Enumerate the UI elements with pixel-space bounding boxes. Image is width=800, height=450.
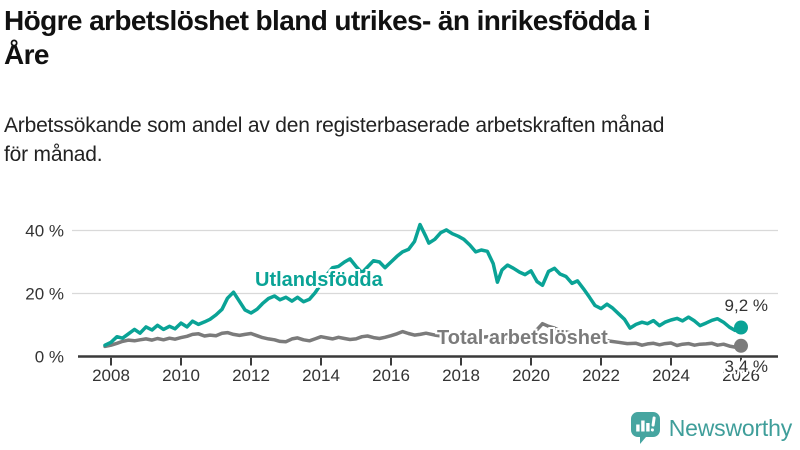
series-line-utlandsfödda xyxy=(103,222,743,347)
y-tick-label-40: 40 % xyxy=(25,222,64,241)
page-title: Högre arbetslöshet bland utrikes- än inr… xyxy=(4,4,786,72)
page-title-line-2: Åre xyxy=(4,39,49,71)
chart-subtitle-line-1: Arbetssökande som andel av den registerb… xyxy=(4,114,665,137)
chart-subtitle: Arbetssökande som andel av den registerb… xyxy=(4,112,786,170)
x-tick-label-2018: 2018 xyxy=(442,366,480,385)
x-tick-label-2026: 2026 xyxy=(722,366,760,385)
chart-subtitle-line-2: för månad. xyxy=(4,142,103,166)
x-tick-label-2012: 2012 xyxy=(232,366,270,385)
x-tick-label-2008: 2008 xyxy=(92,366,130,385)
x-tick-label-2014: 2014 xyxy=(302,366,340,385)
newsworthy-logo: Newsworthy xyxy=(630,411,792,445)
newsworthy-chart-bubble-icon xyxy=(630,412,660,444)
page-title-line-1: Högre arbetslöshet bland utrikes- än inr… xyxy=(4,5,651,36)
series-line-total-arbetslöshet xyxy=(103,321,743,349)
x-tick-label-2022: 2022 xyxy=(582,366,620,385)
x-tick-label-2010: 2010 xyxy=(162,366,200,385)
series-end-dot-total-arbetslöshet xyxy=(734,338,748,353)
x-tick-label-2020: 2020 xyxy=(512,366,550,385)
series-end-dot-utlandsfödda xyxy=(734,320,748,335)
series-label-utlandsfodda: Utlandsfödda xyxy=(255,269,383,291)
end-value-label-total: 3,4 % xyxy=(724,357,768,376)
x-tick-label-2016: 2016 xyxy=(372,366,410,385)
y-tick-label-0: 0 % xyxy=(35,348,64,367)
newsworthy-logo-text: Newsworthy xyxy=(668,414,792,441)
y-tick-label-20: 20 % xyxy=(25,285,64,304)
series-label-total-arbetsloshet: Total arbetslöshet xyxy=(437,327,608,349)
x-tick-label-2024: 2024 xyxy=(652,366,690,385)
end-value-label-utlandsfodda: 9,2 % xyxy=(724,296,768,315)
